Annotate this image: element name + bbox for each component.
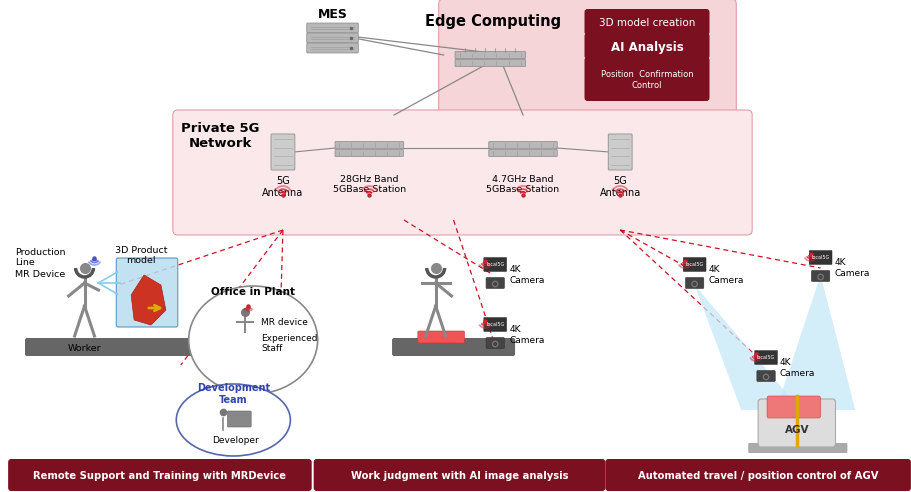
Polygon shape [131,275,166,325]
FancyBboxPatch shape [227,411,251,427]
FancyBboxPatch shape [417,331,464,343]
FancyBboxPatch shape [392,338,515,356]
Text: Development
Team: Development Team [197,383,270,405]
Circle shape [492,341,497,347]
Circle shape [818,276,821,278]
FancyBboxPatch shape [334,150,403,156]
FancyBboxPatch shape [306,33,358,43]
FancyBboxPatch shape [756,370,774,381]
Text: 4K
Camera: 4K Camera [834,258,869,277]
Text: Production
Line: Production Line [15,248,66,267]
FancyBboxPatch shape [25,338,208,356]
Text: 4K
Camera: 4K Camera [779,358,814,378]
FancyBboxPatch shape [486,338,504,348]
FancyBboxPatch shape [608,134,631,170]
Text: 5G
Antenna: 5G Antenna [599,176,640,198]
FancyBboxPatch shape [484,257,507,272]
Circle shape [763,376,766,378]
Text: Position  Confirmation
Control: Position Confirmation Control [600,70,692,90]
FancyBboxPatch shape [584,33,709,59]
Text: Work judgment with AI image analysis: Work judgment with AI image analysis [351,471,568,481]
FancyBboxPatch shape [455,52,525,59]
Text: AI Analysis: AI Analysis [610,40,682,54]
FancyBboxPatch shape [306,23,358,33]
FancyBboxPatch shape [757,399,834,447]
Text: Experienced
Staff: Experienced Staff [261,334,317,353]
FancyBboxPatch shape [584,57,709,101]
Text: MR Device: MR Device [15,270,66,279]
Ellipse shape [189,286,317,394]
Text: Worker: Worker [67,344,101,353]
Circle shape [692,282,695,285]
FancyBboxPatch shape [488,150,557,156]
Circle shape [494,342,496,345]
Text: Developer: Developer [211,436,259,445]
FancyBboxPatch shape [811,271,829,281]
FancyBboxPatch shape [116,258,178,327]
Text: Office in Plant: Office in Plant [211,287,295,297]
Text: 4K
Camera: 4K Camera [708,265,743,285]
FancyBboxPatch shape [484,317,507,332]
Text: MR device: MR device [261,318,308,327]
Text: Automated travel / position control of AGV: Automated travel / position control of A… [637,471,877,481]
Text: AGV: AGV [783,425,808,435]
Text: Remote Support and Training with MRDevice: Remote Support and Training with MRDevic… [34,471,286,481]
Text: local5G: local5G [811,255,829,260]
Circle shape [691,281,697,287]
FancyBboxPatch shape [753,350,776,365]
FancyBboxPatch shape [8,459,312,491]
Text: 4.7GHz Band
5GBase Station: 4.7GHz Band 5GBase Station [486,175,559,194]
Text: Edge Computing: Edge Computing [425,14,560,29]
FancyBboxPatch shape [488,142,557,149]
Text: Private 5G
Network: Private 5G Network [181,122,260,150]
FancyBboxPatch shape [584,9,709,35]
Text: local5G: local5G [685,262,703,267]
Text: 28GHz Band
5GBase Station: 28GHz Band 5GBase Station [333,175,405,194]
Text: 5G
Antenna: 5G Antenna [262,176,303,198]
Circle shape [492,281,497,287]
Ellipse shape [176,384,290,456]
FancyBboxPatch shape [271,134,294,170]
FancyBboxPatch shape [438,0,735,117]
Text: MES: MES [317,8,347,21]
Polygon shape [694,285,800,410]
Polygon shape [775,275,855,410]
FancyBboxPatch shape [306,43,358,53]
Text: 4K
Camera: 4K Camera [508,265,544,285]
FancyBboxPatch shape [685,277,703,288]
Text: local5G: local5G [486,262,504,267]
Circle shape [494,282,496,285]
FancyBboxPatch shape [766,396,820,418]
Text: 4K
Camera: 4K Camera [508,325,544,345]
FancyBboxPatch shape [455,60,525,66]
Text: 3D Product
model: 3D Product model [115,246,167,265]
Text: local5G: local5G [486,322,504,327]
FancyBboxPatch shape [747,443,846,453]
FancyBboxPatch shape [808,250,831,265]
FancyBboxPatch shape [682,257,705,272]
FancyBboxPatch shape [605,459,910,491]
FancyBboxPatch shape [313,459,605,491]
FancyBboxPatch shape [334,142,403,149]
FancyBboxPatch shape [486,277,504,288]
Text: local5G: local5G [756,355,774,360]
Text: 3D model creation: 3D model creation [599,18,694,28]
FancyBboxPatch shape [172,110,752,235]
Circle shape [817,275,823,279]
Circle shape [763,374,768,380]
